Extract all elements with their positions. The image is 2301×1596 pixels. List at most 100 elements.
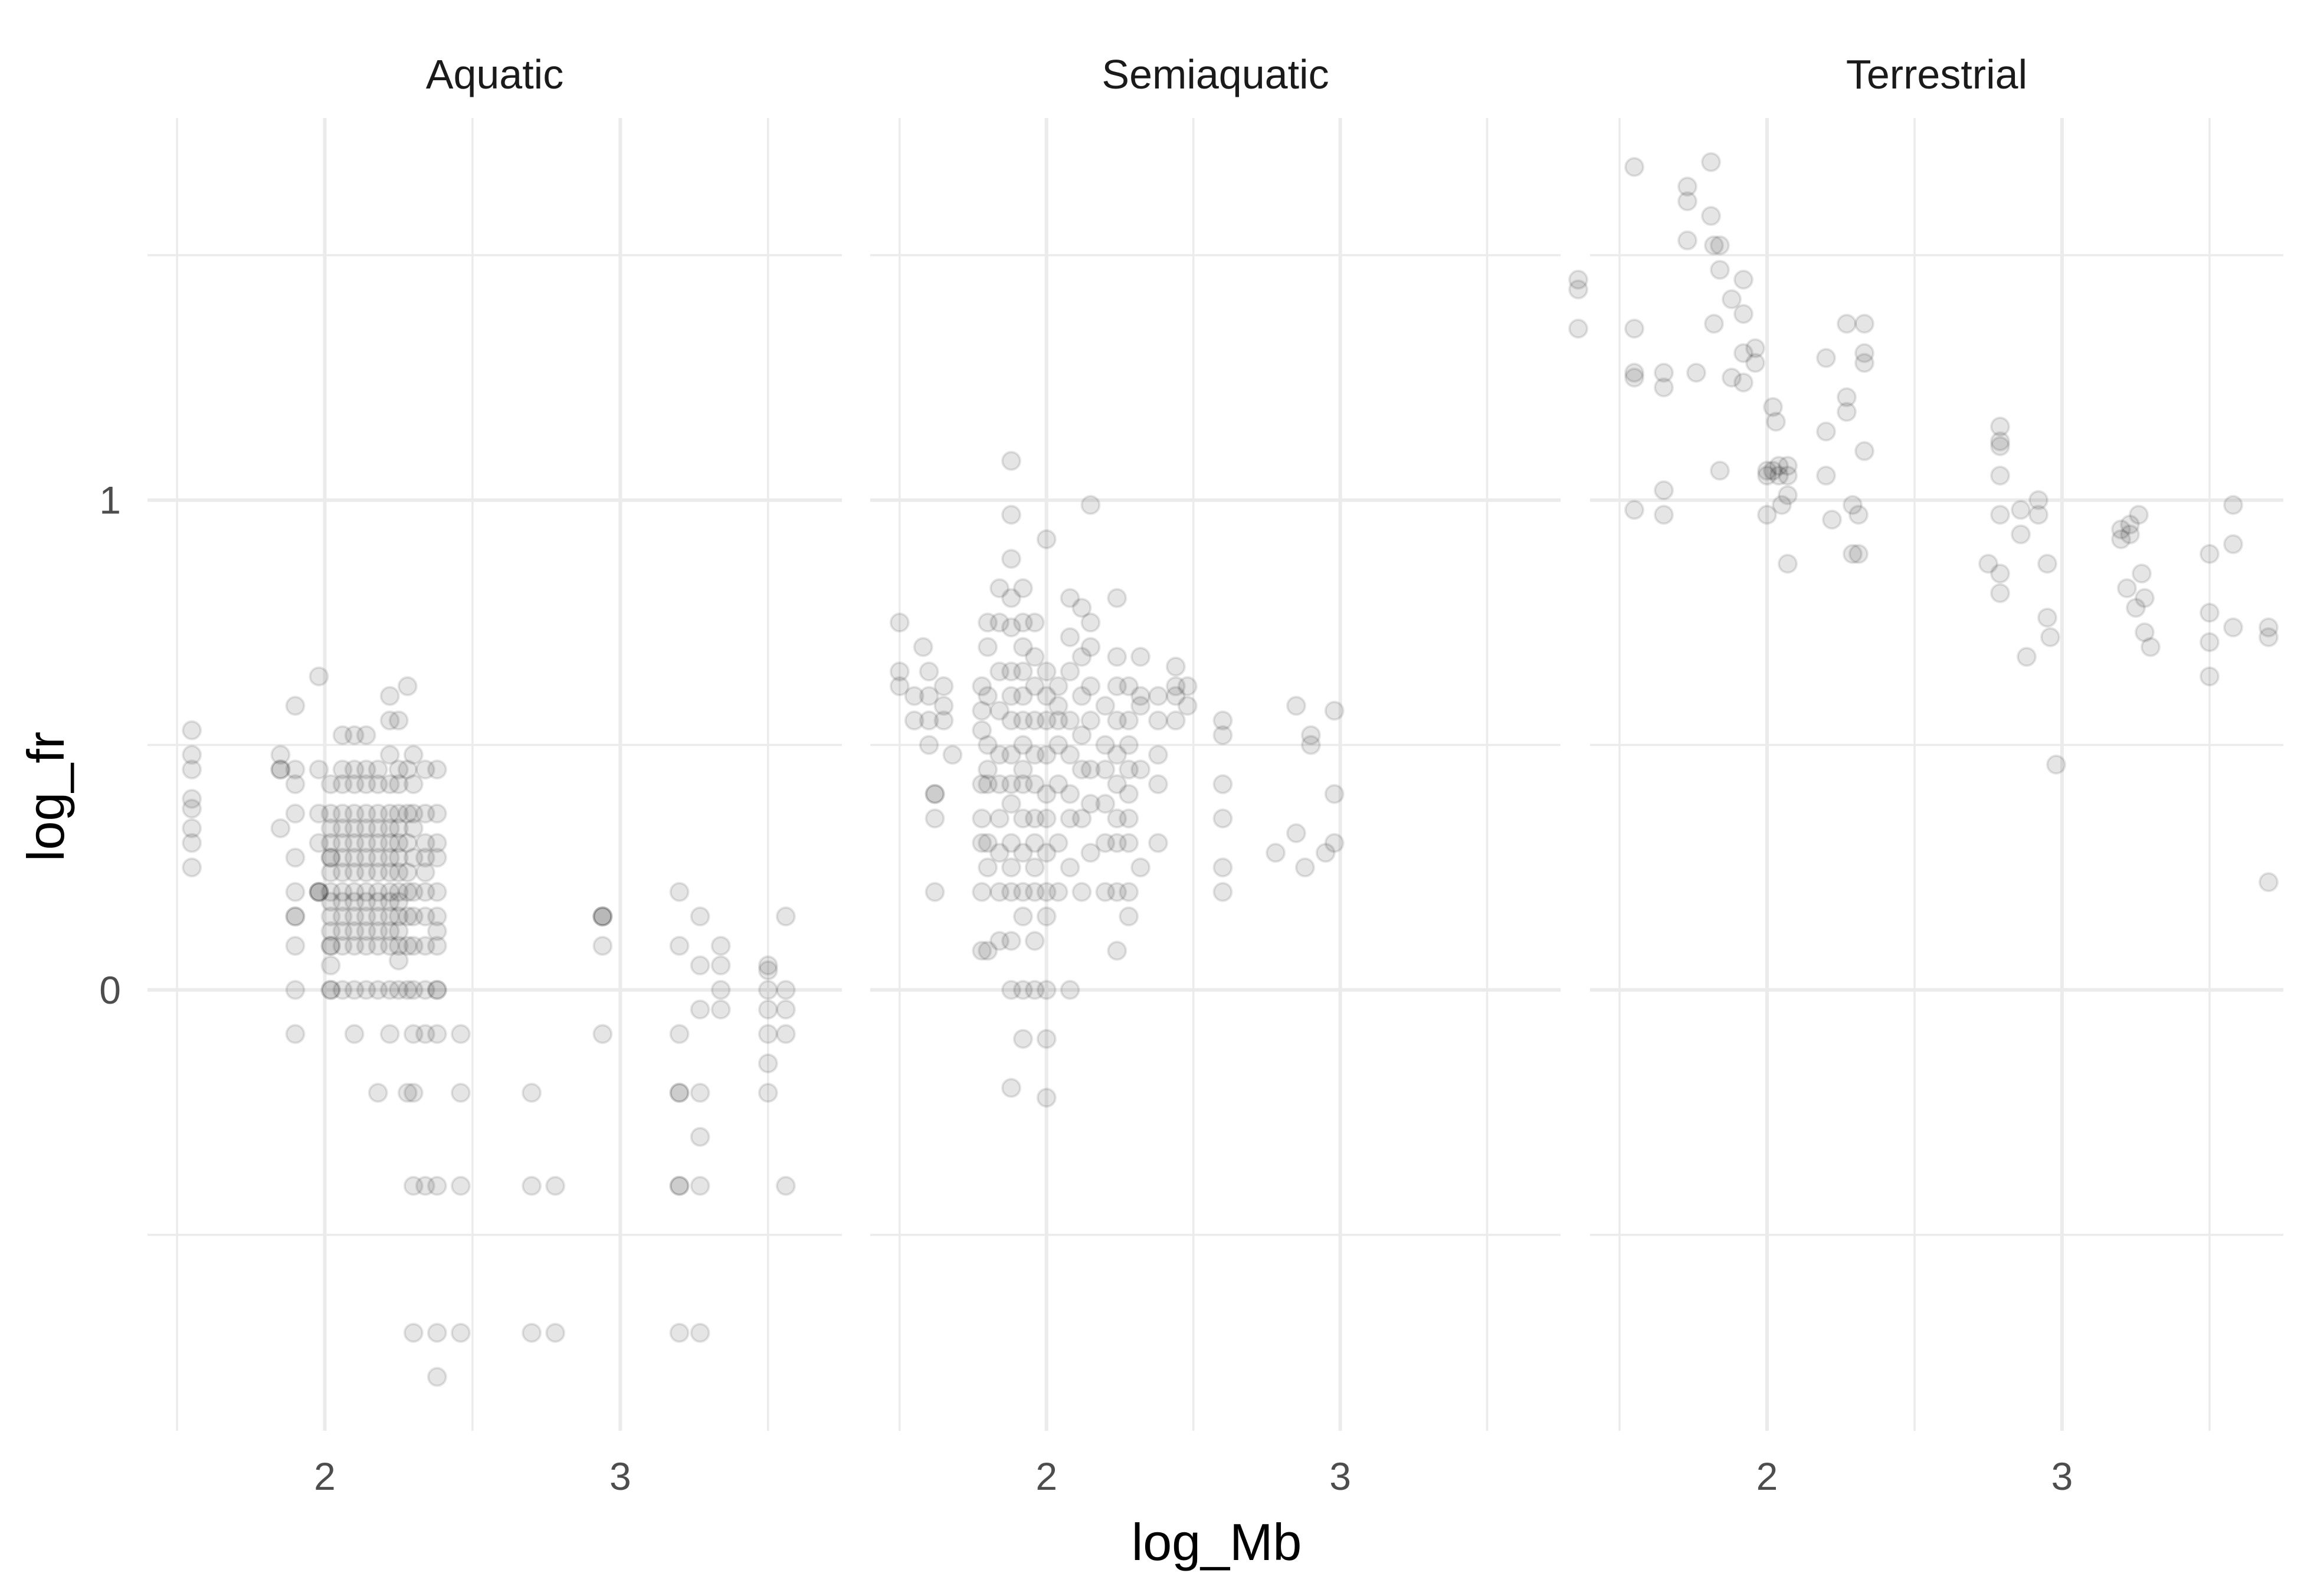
data-point (1130, 686, 1151, 706)
data-point (1001, 549, 1021, 569)
data-point (1080, 759, 1101, 780)
data-point (1778, 466, 1798, 486)
data-point (989, 881, 1010, 902)
data-point (1854, 441, 1874, 461)
data-point (1990, 436, 2010, 457)
data-point (1757, 460, 1777, 481)
data-point (403, 979, 424, 1000)
data-point (1048, 676, 1068, 697)
data-point (989, 578, 1010, 599)
data-point (1001, 857, 1021, 878)
data-point (332, 725, 353, 746)
data-point (1107, 588, 1127, 608)
data-point (1686, 362, 1706, 383)
data-point (2129, 504, 2149, 525)
data-point (285, 881, 306, 902)
data-point (332, 906, 353, 927)
data-point (388, 710, 409, 731)
data-point (379, 921, 400, 942)
data-point (1130, 647, 1151, 667)
data-point (1119, 906, 1139, 927)
data-point (972, 833, 992, 853)
data-point (1677, 230, 1697, 251)
data-point (1769, 466, 1789, 486)
data-point (1036, 808, 1057, 829)
data-point (182, 857, 202, 878)
data-point (2120, 514, 2140, 535)
data-point (669, 1322, 690, 1343)
data-point (1763, 460, 1783, 481)
data-point (397, 833, 418, 853)
data-point (1212, 808, 1233, 829)
data-point (1745, 353, 1765, 373)
data-point (2259, 617, 2279, 638)
data-point (1012, 661, 1033, 682)
data-point (379, 686, 400, 706)
data-point (1733, 304, 1753, 325)
data-point (427, 936, 447, 956)
data-point (1843, 494, 1863, 515)
data-point (1024, 808, 1045, 829)
data-point (332, 759, 353, 780)
data-point (1036, 881, 1057, 902)
data-point (397, 979, 418, 1000)
x-tick-label: 2 (314, 1454, 336, 1498)
data-point (368, 862, 388, 883)
data-point (379, 803, 400, 824)
data-point (2028, 490, 2048, 510)
data-point (1095, 735, 1116, 755)
data-point (427, 979, 447, 1000)
data-point (1148, 833, 1168, 853)
data-point (1060, 857, 1080, 878)
data-point (450, 1083, 471, 1103)
data-point (270, 818, 291, 838)
data-point (989, 745, 1010, 765)
data-point (1001, 881, 1021, 902)
data-point (2111, 529, 2131, 549)
data-point (356, 862, 376, 883)
data-point (989, 612, 1010, 633)
data-point (356, 833, 376, 853)
data-point (1654, 504, 1674, 525)
data-point (1119, 808, 1139, 829)
data-point (1704, 313, 1724, 334)
data-point (1060, 745, 1080, 765)
data-point (1848, 543, 1869, 564)
data-point (2135, 588, 2155, 608)
data-point (1001, 451, 1021, 471)
data-point (1778, 485, 1798, 506)
data-point (368, 803, 388, 824)
data-point (1095, 759, 1116, 780)
data-point (1624, 368, 1644, 388)
data-point (522, 1083, 542, 1103)
data-point (1990, 583, 2010, 604)
data-point (1012, 906, 1033, 927)
data-point (1854, 313, 1874, 334)
data-point (925, 881, 945, 902)
data-point (1710, 235, 1730, 255)
data-point (775, 1175, 796, 1196)
data-point (1722, 289, 1742, 310)
data-point (758, 999, 778, 1020)
data-point (669, 1083, 690, 1103)
data-point (332, 862, 353, 883)
data-point (1165, 710, 1186, 731)
data-point (403, 774, 424, 795)
data-point (427, 881, 447, 902)
data-point (1119, 881, 1139, 902)
data-point (1701, 206, 1721, 227)
data-point (450, 1322, 471, 1343)
data-point (942, 745, 963, 765)
data-point (1012, 578, 1033, 599)
data-point (1624, 500, 1644, 520)
data-point (522, 1175, 542, 1196)
data-point (332, 921, 353, 942)
data-point (356, 759, 376, 780)
data-point (1130, 759, 1151, 780)
data-point (1012, 774, 1033, 795)
data-point (919, 710, 939, 731)
data-point (332, 774, 353, 795)
y-tick-label: 0 (99, 968, 121, 1012)
data-point (2126, 598, 2146, 618)
data-point (1733, 269, 1753, 290)
